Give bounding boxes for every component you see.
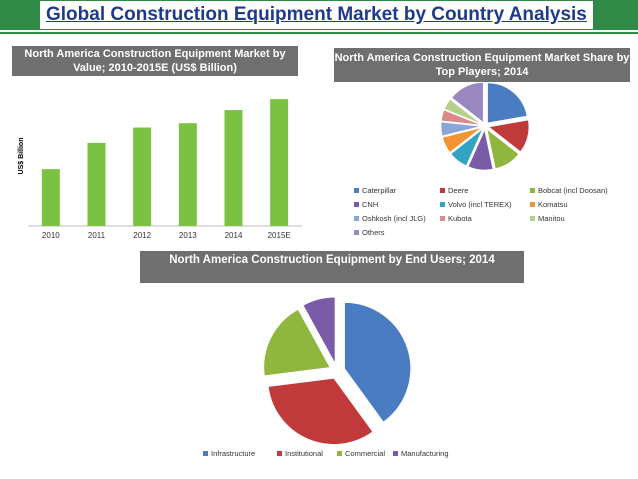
- end-users-legend-swatch: [277, 451, 282, 456]
- end-users-legend-swatch: [203, 451, 208, 456]
- bar-2014: [224, 110, 243, 226]
- players-legend-label: Komatsu: [538, 200, 568, 209]
- players-legend-swatch: [354, 216, 359, 221]
- players-legend-swatch: [440, 216, 445, 221]
- end-users-legend-label: Infrastructure: [211, 449, 255, 458]
- end-users-slice-infrastructure: [344, 302, 411, 423]
- x-tick-label: 2012: [133, 231, 151, 240]
- x-tick-label: 2013: [179, 231, 197, 240]
- players-slice-others: [451, 82, 484, 124]
- players-legend-label: Deere: [448, 186, 468, 195]
- x-tick-label: 2010: [42, 231, 60, 240]
- bar-2015E: [270, 99, 289, 226]
- players-slice-caterpillar: [487, 82, 528, 124]
- bar-2012: [133, 127, 152, 226]
- end-users-slice-institutional: [268, 378, 374, 445]
- players-legend-swatch: [440, 188, 445, 193]
- title-banner: Global Construction Equipment Market by …: [0, 0, 638, 34]
- players-slice-deere: [488, 119, 530, 153]
- players-legend-label: CNH: [362, 200, 378, 209]
- bar-2011: [87, 142, 106, 226]
- y-axis-label: US$ Billion: [18, 138, 25, 175]
- bar-2013: [178, 123, 197, 226]
- players-legend-swatch: [354, 188, 359, 193]
- players-legend-swatch: [354, 202, 359, 207]
- players-legend-swatch: [530, 216, 535, 221]
- players-legend-label: Others: [362, 228, 385, 237]
- end-users-pie-title: North America Construction Equipment by …: [140, 251, 524, 283]
- page-title: Global Construction Equipment Market by …: [40, 1, 593, 29]
- players-slice-komatsu: [442, 127, 482, 153]
- players-legend-swatch: [354, 230, 359, 235]
- players-slice-oshkosh-incl-jlg-: [440, 121, 482, 137]
- players-slice-kubota: [441, 109, 482, 126]
- players-legend-label: Kubota: [448, 214, 473, 223]
- x-tick-label: 2014: [225, 231, 243, 240]
- end-users-legend-swatch: [393, 451, 398, 456]
- x-tick-label: 2015E: [268, 231, 291, 240]
- end-users-slice-commercial: [263, 309, 331, 376]
- players-legend-label: Manitou: [538, 214, 565, 223]
- bar-chart-title: North America Construction Equipment Mar…: [12, 46, 298, 76]
- players-slice-manitou: [444, 98, 482, 125]
- market-value-bar-chart: US$ Billion 2010 2011 2012 2013 2014 2015E: [18, 99, 302, 240]
- bar-2010: [41, 169, 60, 226]
- players-slice-volvo-incl-terex-: [450, 128, 483, 167]
- players-pie-title: North America Construction Equipment Mar…: [334, 48, 630, 82]
- end-users-pie-chart: Infrastructure Institutional Commercial Man…: [203, 296, 449, 458]
- end-users-slice-manufacturing: [302, 296, 336, 364]
- x-tick-label: 2011: [88, 231, 106, 240]
- players-legend-swatch: [530, 202, 535, 207]
- banner-accent: [0, 0, 38, 30]
- players-pie-chart: Caterpillar Deere Bobcat (incl Doosan) CNH V…: [354, 82, 608, 237]
- end-users-legend-label: Commercial: [345, 449, 385, 458]
- players-legend-label: Oshkosh (incl JLG): [362, 214, 426, 223]
- end-users-legend-label: Institutional: [285, 449, 323, 458]
- players-legend-swatch: [530, 188, 535, 193]
- players-legend-swatch: [440, 202, 445, 207]
- end-users-legend-swatch: [337, 451, 342, 456]
- players-legend-label: Caterpillar: [362, 186, 397, 195]
- end-users-legend-label: Manufacturing: [401, 449, 449, 458]
- players-legend-label: Volvo (incl TEREX): [448, 200, 512, 209]
- players-slice-bobcat-incl-doosan-: [486, 128, 520, 169]
- banner-rule: [0, 32, 638, 34]
- players-legend-label: Bobcat (incl Doosan): [538, 186, 608, 195]
- players-slice-cnh: [467, 129, 494, 171]
